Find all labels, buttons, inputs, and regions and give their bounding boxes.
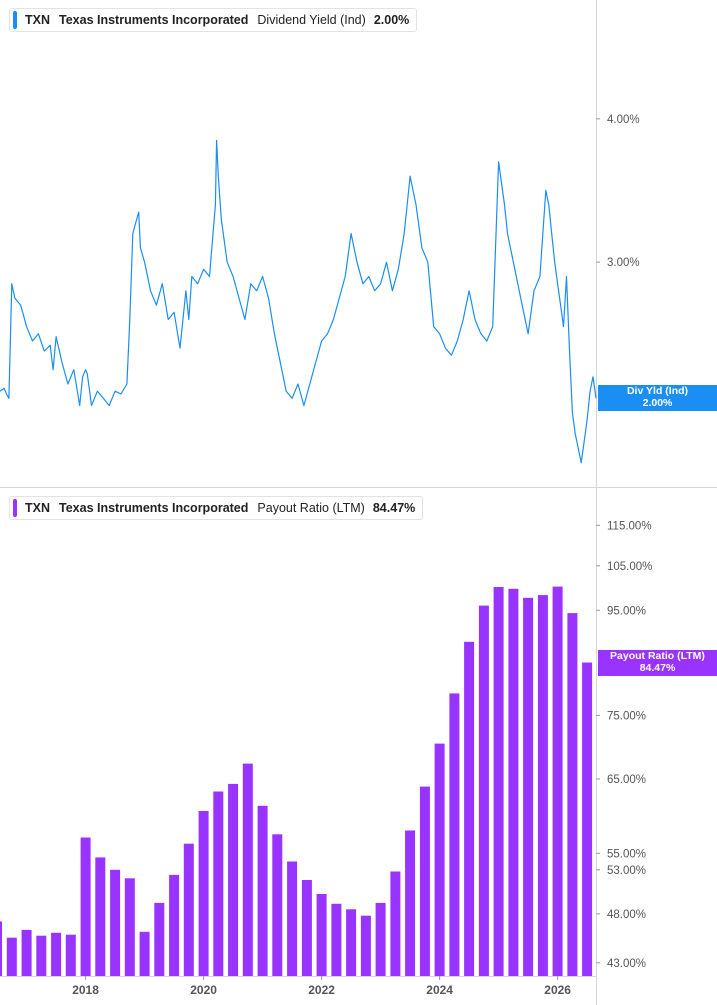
payout-bar <box>419 786 430 976</box>
payout-bar <box>198 811 209 976</box>
axis-labels: 4.00% 3.00% 115.00% 105.00% 95.00% 75.00% 65.0… <box>72 114 652 997</box>
x-tick-label: 2020 <box>190 983 217 997</box>
payout-bar <box>36 935 47 976</box>
payout-bar <box>331 903 342 976</box>
payout-bar <box>478 605 489 976</box>
yield-legend: TXN Texas Instruments Incorporated Divid… <box>9 8 418 32</box>
payout-bar <box>301 880 312 976</box>
payout-tag-value: 84.47% <box>639 661 676 674</box>
payout-bar <box>51 932 62 976</box>
payout-bar <box>169 874 180 976</box>
payout-bar <box>390 871 401 976</box>
payout-bar <box>21 929 32 976</box>
payout-bar <box>0 921 2 976</box>
payout-legend-swatch <box>13 499 17 517</box>
payout-y-tick-label: 43.00% <box>607 958 646 970</box>
payout-y-tick-label: 53.00% <box>607 865 646 877</box>
payout-bar <box>213 791 224 976</box>
payout-bar <box>537 595 548 976</box>
payout-bar <box>272 834 283 976</box>
payout-bar <box>6 937 17 976</box>
payout-bar <box>124 878 135 976</box>
yield-tag-value: 2.00% <box>642 397 673 410</box>
payout-bar <box>523 597 534 976</box>
x-tick-label: 2026 <box>544 983 571 997</box>
payout-bar <box>95 857 106 976</box>
payout-bar <box>242 763 253 976</box>
x-tick-label: 2018 <box>72 983 99 997</box>
payout-bar <box>154 902 165 976</box>
payout-panel <box>0 586 593 976</box>
payout-y-tick-label: 115.00% <box>607 520 652 532</box>
payout-bar <box>183 843 194 976</box>
payout-bar <box>228 783 239 976</box>
yield-legend-swatch <box>13 11 17 29</box>
payout-bar <box>449 693 460 976</box>
payout-bar <box>110 869 121 976</box>
x-tick-label: 2024 <box>426 983 453 997</box>
yield-current-tag: Div Yld (Ind) 2.00% <box>598 385 717 412</box>
payout-bar <box>493 587 504 976</box>
yield-legend-value: 2.00% <box>373 13 410 27</box>
payout-legend-company: Texas Instruments Incorporated <box>59 501 249 515</box>
payout-bar <box>346 909 357 976</box>
payout-tag-label: Payout Ratio (LTM) <box>610 649 705 662</box>
payout-legend-ticker: TXN <box>25 501 50 515</box>
payout-bar <box>80 837 91 976</box>
payout-bar <box>552 586 563 976</box>
payout-legend-value: 84.47% <box>372 501 416 515</box>
yield-legend-company: Texas Instruments Incorporated <box>59 13 249 27</box>
yield-y-tick-label: 3.00% <box>607 257 640 269</box>
payout-bar <box>567 613 578 976</box>
dividend-yield-line <box>0 139 597 464</box>
yield-panel <box>0 139 597 464</box>
payout-bar <box>316 894 327 976</box>
payout-bar <box>360 915 371 976</box>
payout-y-tick-label: 95.00% <box>607 605 646 617</box>
yield-y-tick-label: 4.00% <box>607 114 640 126</box>
payout-y-tick-label: 55.00% <box>607 848 646 860</box>
x-tick-label: 2022 <box>308 983 335 997</box>
payout-bar <box>375 902 386 976</box>
payout-bar <box>257 805 268 976</box>
payout-bar <box>464 641 475 976</box>
payout-legend: TXN Texas Instruments Incorporated Payou… <box>9 496 424 520</box>
payout-bar <box>65 934 76 976</box>
payout-bar <box>582 662 593 976</box>
payout-bar <box>508 588 519 976</box>
payout-bar <box>287 861 298 976</box>
yield-tag-label: Div Yld (Ind) <box>626 385 689 398</box>
payout-y-tick-label: 75.00% <box>607 710 646 722</box>
payout-bar <box>405 830 416 976</box>
yield-legend-ticker: TXN <box>25 13 50 27</box>
payout-bar <box>434 743 445 976</box>
payout-y-tick-label: 48.00% <box>607 909 646 921</box>
payout-y-tick-label: 105.00% <box>607 561 652 573</box>
payout-legend-metric: Payout Ratio (LTM) <box>257 501 365 515</box>
payout-bar <box>139 931 150 976</box>
payout-y-tick-label: 65.00% <box>607 774 646 786</box>
payout-current-tag: Payout Ratio (LTM) 84.47% <box>598 649 717 676</box>
yield-legend-metric: Dividend Yield (Ind) <box>257 13 366 27</box>
